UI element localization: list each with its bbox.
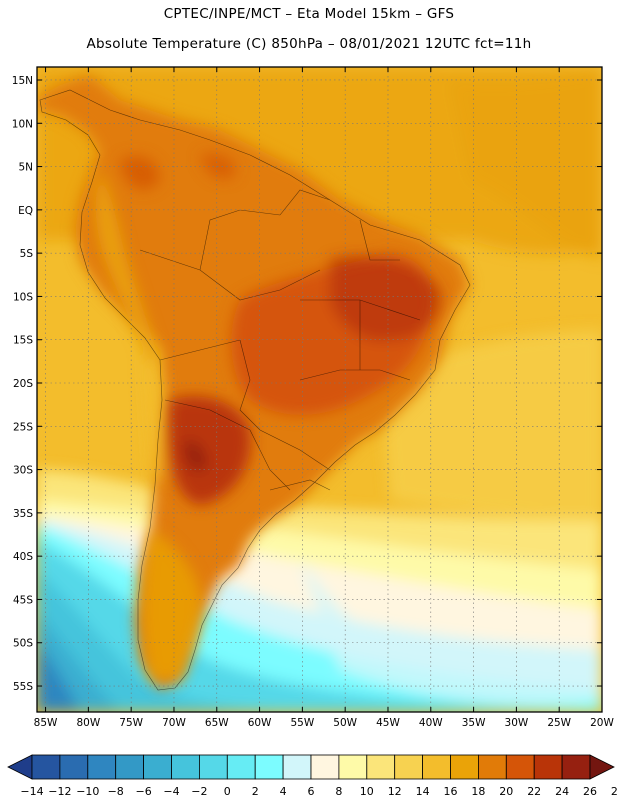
colorbar-label: 14 <box>416 785 430 798</box>
chart-title-line1: CPTEC/INPE/MCT – Eta Model 15km – GFS <box>163 6 455 22</box>
colorbar-label: −14 <box>20 785 43 798</box>
lat-label: 15N <box>12 75 33 87</box>
colorbar-label: −12 <box>48 785 71 798</box>
lat-label: 30S <box>13 465 33 477</box>
map-axes: 15N 10N 5N EQ 5S 10S 15S 20S 25S 30S 35S 40S 45S 50S 5… <box>12 67 614 729</box>
lon-label: 70W <box>162 717 186 729</box>
lat-label: 55S <box>13 681 33 693</box>
temperature-field <box>37 67 602 712</box>
lon-label: 75W <box>119 717 143 729</box>
colorbar-label: 2 <box>252 785 259 798</box>
lat-label: 35S <box>13 508 33 520</box>
lat-label: 50S <box>13 638 33 650</box>
colorbar-arrow-low <box>7 754 33 780</box>
colorbar-swatch <box>254 754 284 780</box>
lat-label: 25S <box>13 421 33 433</box>
colorbar-swatch <box>115 754 144 780</box>
colorbar-label: 6 <box>308 785 315 798</box>
colorbar-swatch <box>171 754 200 780</box>
colorbar-arrow-high <box>589 754 615 780</box>
colorbar-swatch <box>338 754 368 780</box>
lon-label: 85W <box>34 717 58 729</box>
lon-label: 45W <box>376 717 400 729</box>
colorbar-label: 16 <box>444 785 458 798</box>
map-frame <box>36 66 603 713</box>
lon-label: 50W <box>333 717 357 729</box>
lat-label: 20S <box>13 378 33 390</box>
lat-label: 10N <box>12 118 33 130</box>
lat-label: EQ <box>18 205 33 217</box>
colorbar-label: 12 <box>388 785 402 798</box>
colorbar-label: −10 <box>76 785 99 798</box>
lon-label: 65W <box>205 717 229 729</box>
colorbar-swatch <box>87 754 117 780</box>
colorbar-label: 26 <box>583 785 597 798</box>
colorbar-label: 18 <box>471 785 485 798</box>
lon-label: 35W <box>462 717 486 729</box>
lon-label: 55W <box>291 717 315 729</box>
colorbar-label: 28 <box>611 785 618 798</box>
lon-label: 25W <box>547 717 571 729</box>
colorbar-swatch <box>366 754 396 780</box>
lon-label: 20W <box>590 717 614 729</box>
colorbar-swatch <box>422 754 451 780</box>
lon-label: 40W <box>419 717 443 729</box>
colorbar-swatch <box>282 754 312 780</box>
colorbar-label: 8 <box>335 785 342 798</box>
lat-label: 10S <box>13 291 33 303</box>
colorbar-swatch <box>198 754 228 780</box>
colorbar-swatch <box>394 754 424 780</box>
lat-label: 15S <box>13 335 33 347</box>
lon-label: 30W <box>505 717 529 729</box>
colorbar-label: −4 <box>163 785 179 798</box>
lat-label: 40S <box>13 551 33 563</box>
lat-label: 5N <box>18 162 33 174</box>
colorbar-label: 0 <box>224 785 231 798</box>
colorbar-swatch <box>59 754 89 780</box>
colorbar-swatch <box>533 754 563 780</box>
lat-label: 5S <box>20 248 34 260</box>
lon-label: 60W <box>248 717 272 729</box>
colorbar-swatch <box>143 754 172 780</box>
colorbar-swatch <box>310 754 340 780</box>
colorbar-label: 20 <box>499 785 513 798</box>
country-borders <box>39 89 471 691</box>
colorbar-label: −8 <box>108 785 124 798</box>
colorbar-label: −2 <box>191 785 207 798</box>
colorbar-label: −6 <box>135 785 151 798</box>
colorbar-label: 22 <box>527 785 541 798</box>
colorbar-swatch <box>450 754 479 780</box>
colorbar-swatch <box>226 754 256 780</box>
colorbar-swatch <box>477 754 507 780</box>
colorbar-label: 24 <box>555 785 569 798</box>
colorbar-swatch <box>505 754 535 780</box>
colorbar-label: 4 <box>280 785 287 798</box>
colorbar-label: 10 <box>360 785 374 798</box>
lat-label: 45S <box>13 594 33 606</box>
colorbar-swatch <box>561 754 591 780</box>
colorbar-swatch <box>31 754 61 780</box>
chart-title-line2: Absolute Temperature (C) 850hPa – 08/01/… <box>86 36 532 52</box>
lon-label: 80W <box>76 717 100 729</box>
colorbar: −14 −12 −10 −8 −6 −4 −2 0 2 4 6 8 10 12 14 16 18 20 22 24 26… <box>7 754 618 798</box>
